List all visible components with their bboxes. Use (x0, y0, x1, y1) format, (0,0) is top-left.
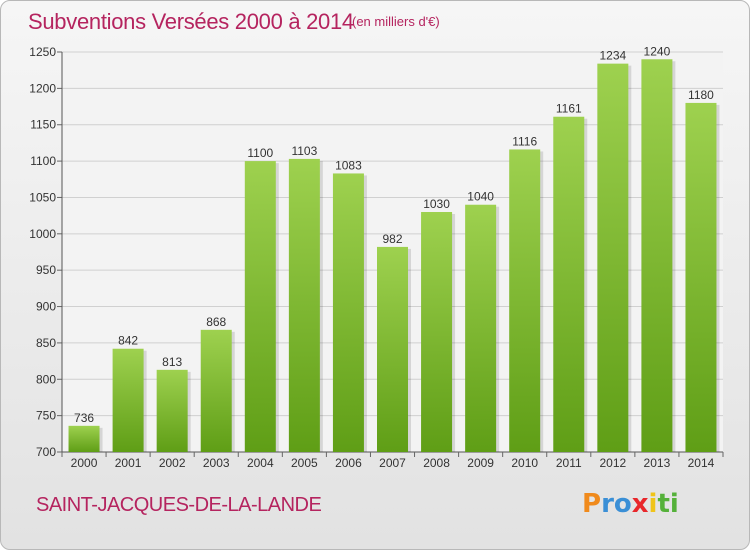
y-tick-label: 1000 (29, 227, 56, 241)
y-tick-label: 1250 (29, 45, 56, 59)
x-tick-label: 2011 (556, 456, 582, 470)
bar (68, 425, 100, 452)
bar (288, 158, 320, 452)
bar (112, 348, 144, 452)
y-tick-label: 800 (36, 372, 56, 386)
data-label: 1234 (599, 49, 626, 63)
logo-letter: i (669, 489, 679, 519)
x-tick-label: 2001 (115, 456, 142, 470)
bar (200, 329, 232, 452)
y-tick-label: 1150 (30, 118, 56, 132)
x-tick-label: 2014 (688, 456, 715, 470)
bar (685, 102, 717, 452)
bar (244, 161, 276, 452)
data-label: 1240 (644, 44, 671, 58)
y-tick-label: 750 (36, 409, 56, 423)
x-tick-label: 2012 (599, 456, 626, 470)
x-tick-label: 2006 (335, 456, 362, 470)
x-tick-label: 2010 (511, 456, 538, 470)
data-label: 1100 (247, 146, 273, 160)
logo-letter: t (657, 489, 670, 519)
y-tick-label: 1200 (29, 81, 56, 95)
commune-name: SAINT-JACQUES-DE-LA-LANDE (36, 494, 322, 516)
x-tick-label: 2008 (423, 456, 450, 470)
x-tick-label: 2004 (247, 456, 274, 470)
data-label: 813 (162, 355, 182, 369)
bar (377, 246, 408, 452)
x-tick-label: 2003 (203, 456, 230, 470)
y-tick-label: 1050 (29, 190, 56, 204)
chart-subtitle: (en milliers d'€) (352, 14, 440, 29)
data-label: 736 (74, 411, 94, 425)
logo-letter: i (648, 489, 658, 519)
bar (553, 116, 585, 453)
y-tick-label: 1100 (30, 154, 56, 168)
data-label: 1030 (423, 197, 450, 211)
bar (509, 149, 541, 453)
bar (421, 212, 453, 452)
bar (465, 204, 497, 452)
chart-title: Subventions Versées 2000 à 2014 (28, 9, 354, 34)
x-tick-label: 2005 (291, 456, 318, 470)
x-tick-label: 2007 (379, 456, 406, 470)
data-label: 1180 (688, 88, 714, 102)
bar (641, 59, 673, 452)
bar (332, 173, 364, 453)
data-label: 842 (118, 334, 138, 348)
data-label: 1161 (556, 102, 582, 116)
data-label: 1040 (467, 190, 494, 204)
data-label: 868 (206, 315, 226, 329)
y-tick-label: 850 (36, 336, 56, 350)
logo-letter: r (601, 489, 614, 519)
data-label: 1116 (512, 134, 537, 148)
data-label: 1083 (335, 158, 362, 172)
proxiti-logo: Proxiti (582, 489, 679, 519)
bar (156, 369, 188, 452)
data-label: 982 (382, 232, 402, 246)
y-tick-label: 700 (36, 445, 56, 459)
logo-letter: x (631, 489, 649, 519)
data-label: 1103 (291, 144, 317, 158)
bar (597, 63, 629, 453)
x-tick-label: 2009 (467, 456, 494, 470)
y-tick-label: 950 (36, 263, 56, 277)
logo-letter: P (582, 489, 602, 519)
logo-letter: o (613, 489, 632, 519)
x-tick-label: 2013 (644, 456, 671, 470)
x-tick-label: 2002 (159, 456, 186, 470)
y-tick-label: 900 (36, 300, 56, 314)
x-tick-label: 2000 (71, 456, 98, 470)
